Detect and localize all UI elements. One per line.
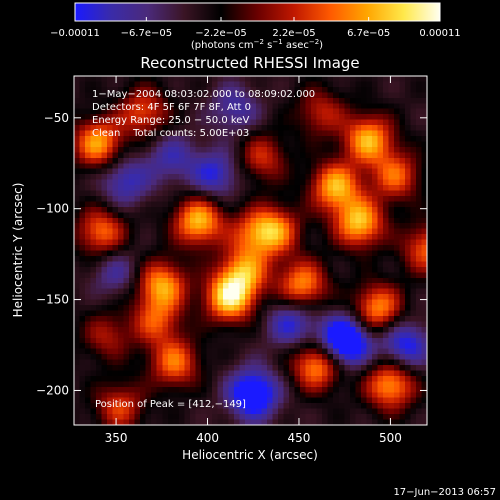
x-tick-label: 500 <box>379 431 402 445</box>
x-tick-label: 400 <box>196 431 219 445</box>
x-tick-label: 450 <box>288 431 311 445</box>
annotation-time-range: 1−May−2004 08:03:02.000 to 08:09:02.000 <box>92 89 315 100</box>
y-axis: −50 −100 −150 −200 <box>36 111 427 397</box>
colorbar-tick-label: 2.2e−05 <box>272 28 315 39</box>
colorbar-ticks: −0.00011 −6.7e−05 −2.2e−05 2.2e−05 6.7e−05 0.… <box>50 17 461 39</box>
colorbar-units: (photons cm−2 s−1 asec−2) <box>191 38 323 51</box>
annotation-detectors: Detectors: 4F 5F 6F 7F 8F, Att 0 <box>92 102 251 113</box>
colorbar-gradient <box>74 2 441 22</box>
x-axis-label: Heliocentric X (arcsec) <box>182 448 318 462</box>
colorbar-tick-label: −0.00011 <box>50 28 100 39</box>
y-axis-label: Heliocentric Y (arcsec) <box>11 183 25 318</box>
peak-position-label: Position of Peak = [412,−149] <box>95 399 246 410</box>
y-tick-label: −50 <box>44 111 69 125</box>
chart-title: Reconstructed RHESSI Image <box>140 54 359 72</box>
y-tick-label: −200 <box>36 383 69 397</box>
annotation-energy-range: Energy Range: 25.0 − 50.0 keV <box>92 115 249 126</box>
heatmap-area <box>74 76 427 425</box>
plot-frame <box>73 75 428 426</box>
annotation-block: 1−May−2004 08:03:02.000 to 08:09:02.000 … <box>92 89 315 410</box>
colorbar: −0.00011 −6.7e−05 −2.2e−05 2.2e−05 6.7e−05 0.… <box>50 2 461 51</box>
y-tick-label: −100 <box>36 202 69 216</box>
colorbar-tick-label: −6.7e−05 <box>121 28 173 39</box>
heatmap-image <box>74 76 427 425</box>
y-tick-label: −150 <box>36 293 69 307</box>
colorbar-tick-label: −2.2e−05 <box>195 28 247 39</box>
footer-timestamp: 17−Jun−2013 06:57 <box>393 487 496 498</box>
annotation-total-counts: Clean Total counts: 5.00E+03 <box>92 128 249 139</box>
colorbar-tick-label: 6.7e−05 <box>347 28 390 39</box>
x-axis: 350 400 450 500 <box>105 76 402 445</box>
colorbar-tick-label: 0.00011 <box>419 28 460 39</box>
x-tick-label: 350 <box>105 431 128 445</box>
